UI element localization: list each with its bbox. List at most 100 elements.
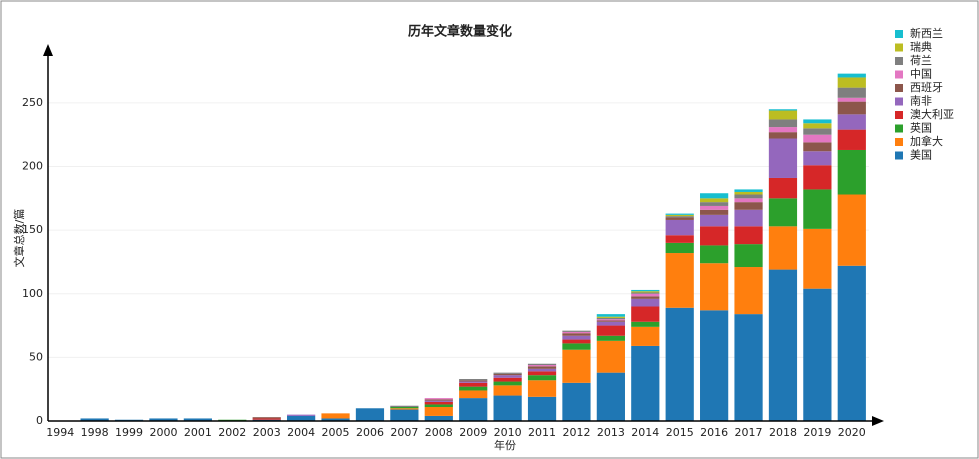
bar-segment — [596, 340, 625, 373]
bar-segment — [424, 399, 453, 401]
x-tick-label: 2001 — [184, 426, 212, 439]
bar-segment — [287, 414, 316, 416]
bar-segment — [459, 380, 488, 382]
bar-segment — [734, 209, 763, 227]
bar-segment — [734, 226, 763, 245]
bar-segment — [734, 194, 763, 199]
bar-segment — [596, 320, 625, 322]
bar-segment — [734, 191, 763, 195]
bar-segment — [527, 396, 557, 421]
y-tick-label: 50 — [29, 350, 43, 363]
bar-segment — [803, 128, 832, 135]
bar-segment — [424, 415, 453, 421]
bar-segment — [803, 288, 832, 421]
bar-segment — [459, 398, 488, 421]
bar-segment — [424, 407, 453, 416]
bar-segment — [734, 267, 763, 315]
bar-segment — [493, 385, 522, 396]
x-tick-label: 2005 — [322, 426, 350, 439]
bar-segment — [183, 418, 212, 421]
bar-segment — [734, 198, 763, 203]
bar-segment — [631, 291, 660, 293]
bar-segment — [459, 382, 488, 387]
bar-segment — [321, 418, 350, 421]
legend-label: 中国 — [910, 68, 932, 81]
bar-segment — [390, 409, 419, 421]
bar-segment — [768, 226, 798, 270]
bar-segment — [562, 382, 591, 421]
bar-segment — [493, 372, 522, 374]
bar-segment — [803, 151, 832, 166]
bar-segment — [768, 119, 798, 128]
bar-segment — [562, 333, 591, 336]
x-tick-label: 2020 — [838, 426, 866, 439]
bar-segment — [562, 330, 591, 332]
bar-segment — [631, 298, 660, 307]
bar-segment — [768, 269, 798, 421]
x-axis-label: 年份 — [494, 438, 516, 452]
bar-segment — [734, 244, 763, 268]
bar-segment — [700, 226, 729, 246]
legend-swatch — [895, 84, 903, 92]
bar-segment — [665, 216, 694, 218]
x-tick-label: 2018 — [769, 426, 797, 439]
x-tick-label: 2016 — [700, 426, 728, 439]
bar-segment — [700, 193, 729, 199]
bar-segment — [700, 310, 729, 421]
bar-segment — [596, 372, 625, 421]
x-tick-label: 2012 — [562, 426, 590, 439]
bar-segment — [803, 123, 832, 129]
bar-segment — [527, 368, 557, 372]
y-axis-arrow — [43, 44, 53, 56]
bar-segment — [424, 401, 453, 405]
x-tick-label: 2002 — [218, 426, 246, 439]
x-tick-label: 2014 — [631, 426, 659, 439]
plot-area — [48, 73, 869, 421]
bar-segment — [596, 321, 625, 326]
bar-segment — [527, 380, 557, 397]
bar-segment — [700, 205, 729, 210]
bar-segment — [700, 245, 729, 264]
bar-segment — [837, 77, 866, 88]
bar-segment — [768, 177, 798, 199]
bar-segment — [562, 331, 591, 334]
bar-segment — [631, 293, 660, 297]
bar-segment — [665, 213, 694, 215]
bar-segment — [803, 134, 832, 143]
x-tick-label: 2013 — [597, 426, 625, 439]
bar-segment — [837, 114, 866, 130]
bar-segment — [424, 400, 453, 402]
bar-segment — [459, 379, 488, 381]
x-tick-label: 1994 — [46, 426, 74, 439]
bar-segment — [459, 381, 488, 383]
legend-swatch — [895, 111, 903, 119]
bar-segment — [562, 349, 591, 383]
bar-segment — [493, 377, 522, 382]
bar-segment — [527, 363, 557, 366]
legend-swatch — [895, 97, 903, 106]
bar-segment — [596, 325, 625, 336]
bar-segment — [837, 149, 866, 195]
bar-segment — [631, 292, 660, 294]
bar-segment — [803, 228, 832, 289]
y-tick-label: 0 — [36, 414, 43, 427]
bar-segment — [562, 335, 591, 340]
x-tick-label: 2008 — [425, 426, 453, 439]
x-tick-label: 2009 — [459, 426, 487, 439]
x-tick-label: 2004 — [287, 426, 315, 439]
legend-label: 新西兰 — [910, 26, 943, 40]
legend-label: 美国 — [910, 149, 932, 162]
bar-segment — [803, 142, 832, 152]
chart-title: 历年文章数量变化 — [408, 24, 512, 40]
bar-segment — [631, 289, 660, 292]
bar-segment — [390, 407, 419, 409]
bar-segment — [768, 110, 798, 120]
legend-swatch — [895, 138, 903, 146]
bar-segment — [700, 214, 729, 227]
bar-segment — [596, 314, 625, 317]
bar-segment — [665, 217, 694, 220]
legend-label: 英国 — [910, 121, 932, 135]
bar-segment — [768, 127, 798, 133]
bar-segment — [837, 87, 866, 98]
